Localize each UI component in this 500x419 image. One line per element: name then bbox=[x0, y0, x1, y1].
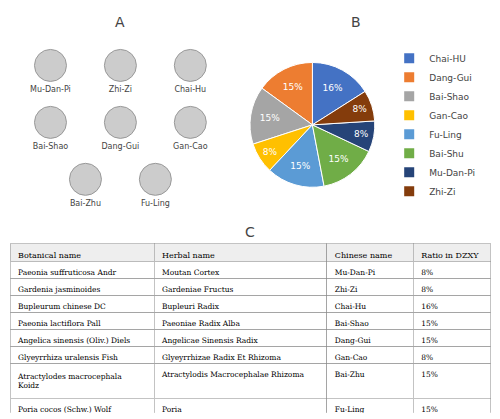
svg-text:Atractylodis Macrocephalae Rhi: Atractylodis Macrocephalae Rhizoma bbox=[161, 370, 304, 379]
svg-text:Mu-Dan-Pi: Mu-Dan-Pi bbox=[335, 268, 376, 277]
svg-text:Fu-Ling: Fu-Ling bbox=[141, 199, 170, 208]
svg-text:15%: 15% bbox=[290, 161, 310, 171]
svg-text:Bupleurum chinese DC: Bupleurum chinese DC bbox=[18, 302, 106, 311]
svg-text:Dang-Gui: Dang-Gui bbox=[429, 73, 472, 83]
svg-text:Zhi-Zi: Zhi-Zi bbox=[429, 187, 455, 197]
svg-text:Bai-Shao: Bai-Shao bbox=[33, 142, 69, 151]
svg-text:Herbal name: Herbal name bbox=[162, 251, 215, 260]
svg-text:Atractylodes macrocephalaKoidz: Atractylodes macrocephalaKoidz bbox=[17, 372, 122, 391]
svg-text:15%: 15% bbox=[421, 370, 438, 379]
svg-text:8%: 8% bbox=[354, 129, 369, 139]
svg-text:Angelica sinensis (Oliv.) Diel: Angelica sinensis (Oliv.) Diels bbox=[17, 336, 130, 345]
svg-text:Zhi-Zi: Zhi-Zi bbox=[109, 85, 132, 94]
svg-text:B: B bbox=[351, 14, 361, 30]
svg-text:Poria: Poria bbox=[162, 405, 182, 413]
svg-text:Angelicae Sinensis Radix: Angelicae Sinensis Radix bbox=[161, 336, 258, 345]
svg-text:8%: 8% bbox=[353, 104, 368, 114]
svg-text:16%: 16% bbox=[322, 83, 342, 93]
svg-text:Chai-Hu: Chai-Hu bbox=[335, 302, 367, 311]
svg-text:Bai-Shao: Bai-Shao bbox=[335, 319, 369, 328]
svg-text:15%: 15% bbox=[328, 154, 348, 164]
svg-text:Mu-Dan-Pi: Mu-Dan-Pi bbox=[429, 168, 475, 178]
svg-text:8%: 8% bbox=[421, 268, 433, 277]
svg-text:15%: 15% bbox=[421, 336, 438, 345]
svg-text:Glyeyrrhizae Radix Et Rhizoma: Glyeyrrhizae Radix Et Rhizoma bbox=[162, 353, 281, 362]
svg-text:C: C bbox=[245, 224, 255, 240]
svg-text:Bai-Zhu: Bai-Zhu bbox=[335, 370, 365, 379]
svg-text:Dang-Gui: Dang-Gui bbox=[101, 142, 139, 151]
svg-text:15%: 15% bbox=[421, 319, 438, 328]
svg-text:Glyeyrrhiza uralensis Fish: Glyeyrrhiza uralensis Fish bbox=[18, 353, 118, 362]
svg-text:Paeonia lactiflora Pall: Paeonia lactiflora Pall bbox=[18, 319, 101, 328]
svg-text:Fu-Ling: Fu-Ling bbox=[335, 405, 365, 413]
svg-text:15%: 15% bbox=[260, 113, 280, 123]
svg-text:Paeoniae Radix Alba: Paeoniae Radix Alba bbox=[162, 319, 240, 328]
svg-text:A: A bbox=[115, 14, 125, 30]
svg-text:Fu-Ling: Fu-Ling bbox=[429, 130, 462, 140]
svg-text:15%: 15% bbox=[283, 82, 303, 92]
svg-text:Bai-Shao: Bai-Shao bbox=[429, 92, 469, 102]
svg-text:Ratio in DZXY: Ratio in DZXY bbox=[421, 251, 479, 260]
svg-text:15%: 15% bbox=[421, 405, 438, 413]
svg-text:Bai-Zhu: Bai-Zhu bbox=[70, 199, 101, 208]
svg-text:Zhi-Zi: Zhi-Zi bbox=[335, 285, 358, 294]
svg-text:8%: 8% bbox=[421, 285, 433, 294]
svg-text:Chinese name: Chinese name bbox=[335, 251, 393, 260]
svg-text:Gardeniae Fructus: Gardeniae Fructus bbox=[162, 285, 233, 294]
svg-text:Chai-Hu: Chai-Hu bbox=[174, 85, 206, 94]
svg-text:Paeonia suffruticosa Andr: Paeonia suffruticosa Andr bbox=[18, 268, 117, 277]
svg-text:Mu-Dan-Pi: Mu-Dan-Pi bbox=[30, 85, 71, 94]
svg-text:Moutan Cortex: Moutan Cortex bbox=[162, 268, 220, 277]
svg-text:Poria cocos (Schw.) Wolf: Poria cocos (Schw.) Wolf bbox=[18, 405, 112, 413]
svg-text:Dang-Gui: Dang-Gui bbox=[335, 336, 371, 345]
svg-text:Chai-HU: Chai-HU bbox=[429, 54, 466, 64]
svg-text:Gan-Cao: Gan-Cao bbox=[173, 142, 208, 151]
svg-text:Bai-Shu: Bai-Shu bbox=[429, 149, 464, 159]
svg-text:Gan-Cao: Gan-Cao bbox=[335, 353, 368, 362]
svg-text:8%: 8% bbox=[263, 147, 278, 157]
svg-text:Gardenia jasminoides: Gardenia jasminoides bbox=[18, 285, 101, 294]
svg-text:Botanical name: Botanical name bbox=[18, 251, 81, 260]
svg-text:8%: 8% bbox=[421, 353, 433, 362]
svg-text:Gan-Cao: Gan-Cao bbox=[429, 111, 468, 121]
svg-text:16%: 16% bbox=[421, 302, 438, 311]
svg-text:Bupleuri Radix: Bupleuri Radix bbox=[162, 302, 220, 311]
